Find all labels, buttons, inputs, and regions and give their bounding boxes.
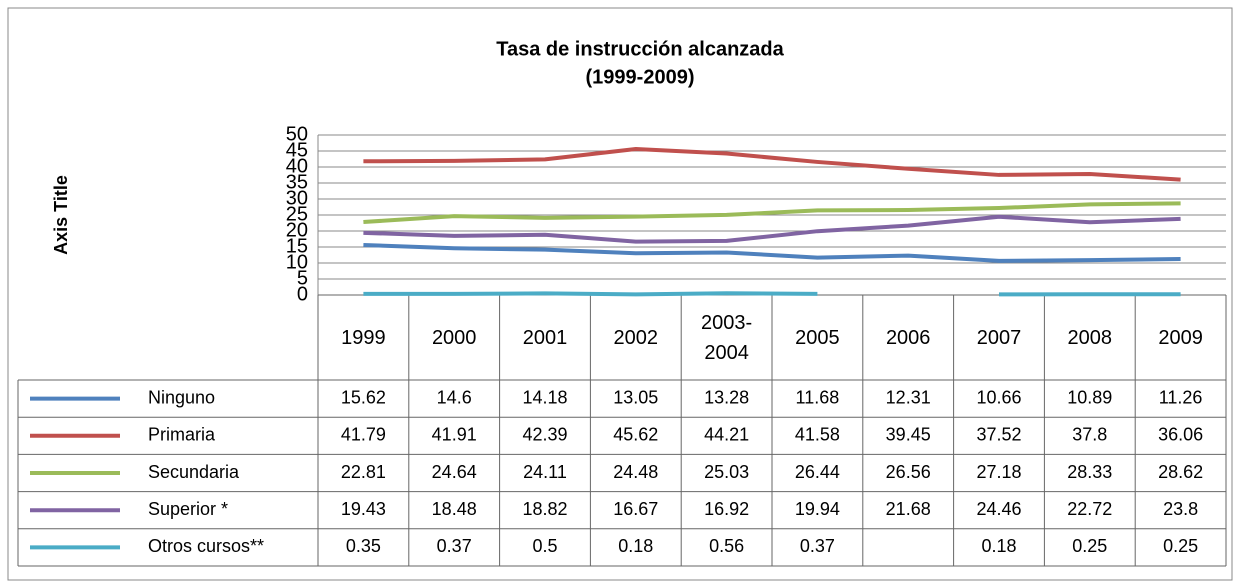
legend-label: Ninguno — [148, 387, 215, 407]
table-value: 11.26 — [1159, 387, 1203, 407]
y-tick-label: 15 — [286, 235, 308, 257]
y-tick-label: 0 — [297, 283, 308, 305]
table-value: 16.67 — [613, 499, 658, 519]
legend-label: Superior * — [148, 499, 228, 519]
table-value: 28.62 — [1158, 462, 1203, 482]
table-value: 11.68 — [796, 387, 840, 407]
table-value: 19.43 — [341, 499, 386, 519]
table-value: 13.28 — [704, 387, 749, 407]
x-tick-cell: 2005 — [795, 326, 840, 349]
table-value: 45.62 — [613, 425, 658, 445]
table-value: 0.5 — [532, 536, 557, 556]
table-value: 25.03 — [704, 462, 749, 482]
table-value: 14.6 — [437, 387, 472, 407]
x-tick-cell: 1999 — [341, 326, 386, 349]
chart-title: Tasa de instrucción alcanzada — [496, 38, 784, 60]
x-tick-label: 2000 — [431, 326, 477, 349]
table-value: 27.18 — [976, 462, 1021, 482]
table-value: 42.39 — [522, 425, 567, 445]
table-value: 41.58 — [795, 425, 840, 445]
table-value: 0.25 — [1072, 536, 1107, 556]
table-value: 13.05 — [613, 387, 658, 407]
y-tick-label: 20 — [286, 219, 308, 241]
x-tick-label: 2009 — [1158, 326, 1203, 349]
table-value: 0.37 — [800, 536, 835, 556]
table-value: 0.35 — [346, 536, 381, 556]
chart-subtitle: (1999-2009) — [586, 66, 695, 88]
y-tick-label: 45 — [286, 139, 308, 161]
table-value: 19.94 — [795, 499, 840, 519]
y-tick-label: 30 — [286, 187, 308, 209]
table-value: 41.79 — [341, 425, 386, 445]
table-value: 22.72 — [1067, 499, 1112, 519]
table-value: 24.46 — [976, 499, 1021, 519]
series-line — [363, 291, 818, 297]
table-value: 24.11 — [523, 462, 567, 482]
table-value: 44.21 — [704, 425, 749, 445]
y-tick-label: 35 — [286, 171, 308, 193]
table-value: 37.8 — [1072, 425, 1107, 445]
x-tick-cell: 2009 — [1158, 326, 1203, 349]
table-value: 0.18 — [618, 536, 653, 556]
table-value: 16.92 — [704, 499, 749, 519]
table-value: 15.62 — [341, 387, 386, 407]
table-value: 0.18 — [981, 536, 1016, 556]
x-tick-label: 2006 — [885, 326, 931, 349]
x-tick-cell: 2003-2004 — [701, 311, 753, 364]
table-value: 26.44 — [795, 462, 840, 482]
table-value: 18.82 — [522, 499, 567, 519]
y-tick-label: 25 — [286, 203, 308, 225]
table-value: 12.31 — [886, 387, 931, 407]
x-tick-cell: 2000 — [431, 326, 477, 349]
y-axis-title: Axis Title — [51, 175, 71, 255]
table-value: 21.68 — [886, 499, 931, 519]
table-value: 10.89 — [1067, 387, 1112, 407]
series-line — [363, 201, 1181, 225]
table-value: 0.25 — [1163, 536, 1198, 556]
table-value: 39.45 — [886, 425, 931, 445]
legend-label: Otros cursos** — [148, 536, 264, 556]
table-value: 37.52 — [976, 425, 1021, 445]
table-value: 41.91 — [432, 425, 477, 445]
x-tick-cell: 2007 — [976, 326, 1022, 349]
y-tick-label: 10 — [286, 251, 308, 273]
x-tick-cell: 2002 — [613, 326, 659, 349]
legend-label: Primaria — [148, 425, 216, 445]
series-line — [363, 147, 1181, 182]
x-tick-label: 1999 — [341, 326, 386, 349]
y-tick-label: 40 — [286, 155, 308, 177]
table-value: 24.64 — [432, 462, 477, 482]
table-value: 14.18 — [522, 387, 567, 407]
table-value: 18.48 — [432, 499, 477, 519]
table-value: 0.37 — [437, 536, 472, 556]
x-tick-label: 2002 — [613, 326, 659, 349]
series-line — [363, 214, 1181, 244]
table-value: 36.06 — [1158, 425, 1203, 445]
table-value: 10.66 — [976, 387, 1021, 407]
y-tick-label: 50 — [286, 123, 308, 145]
table-value: 26.56 — [886, 462, 931, 482]
x-tick-label: 2008 — [1067, 326, 1113, 349]
legend-label: Secundaria — [148, 462, 240, 482]
x-tick-label: 2007 — [976, 326, 1022, 349]
y-tick-label: 5 — [297, 267, 308, 289]
x-tick-label: 2005 — [795, 326, 840, 349]
x-tick-label: 2001 — [522, 326, 568, 349]
x-tick-label: 2003-2004 — [701, 311, 753, 364]
table-value: 23.8 — [1163, 499, 1198, 519]
series-line — [363, 243, 1181, 263]
x-tick-cell: 2001 — [522, 326, 568, 349]
table-value: 28.33 — [1067, 462, 1112, 482]
x-tick-cell: 2006 — [885, 326, 931, 349]
table-value: 0.56 — [709, 536, 744, 556]
table-value: 22.81 — [341, 462, 386, 482]
table-value: 24.48 — [613, 462, 658, 482]
x-tick-cell: 2008 — [1067, 326, 1113, 349]
